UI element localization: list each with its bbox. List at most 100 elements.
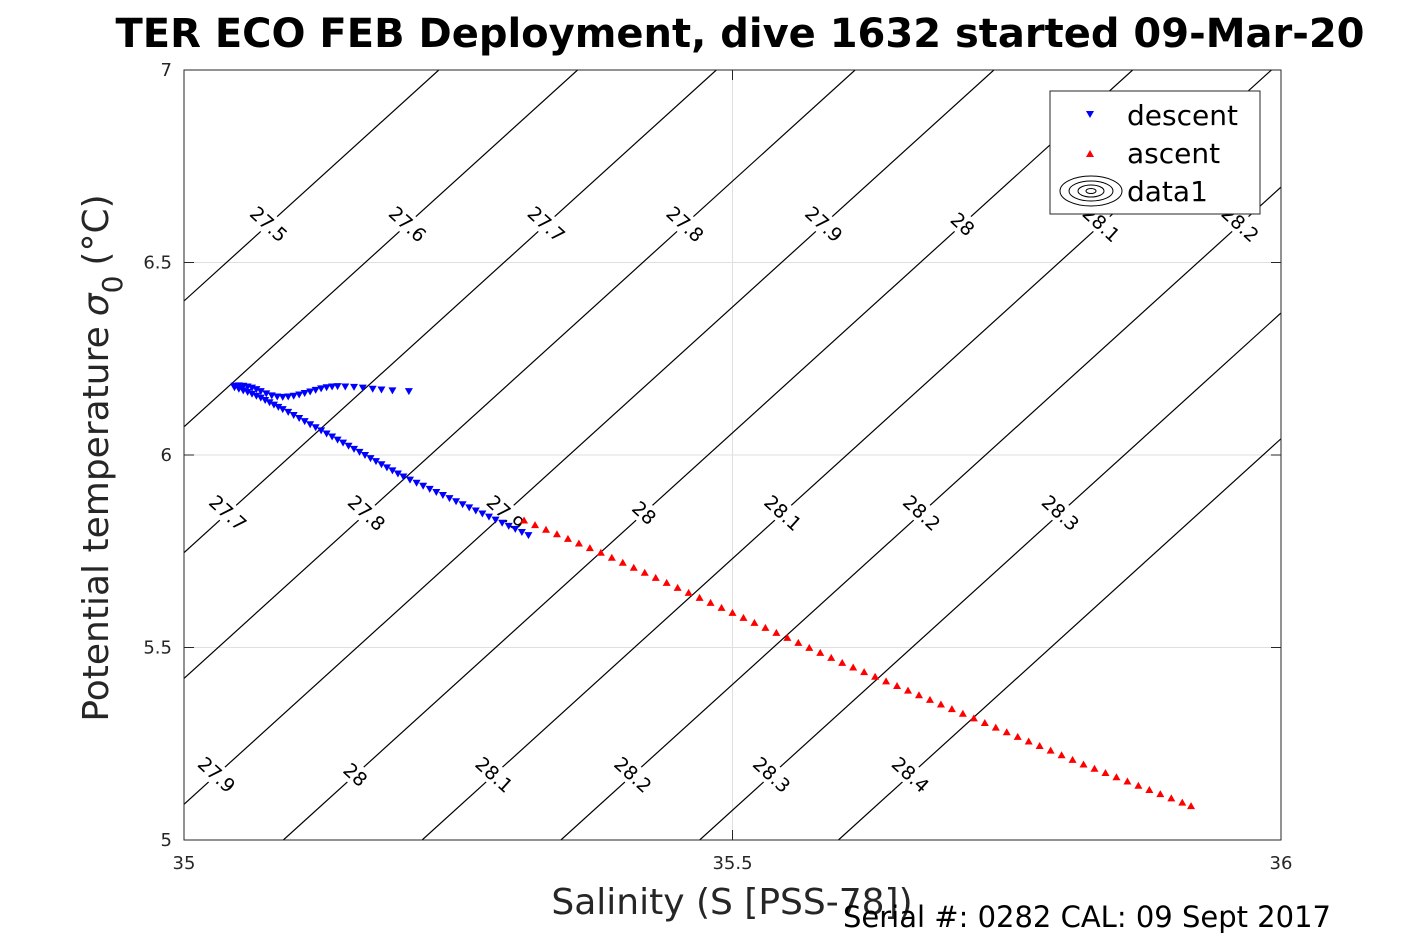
descent-point [471,507,480,515]
ascent-point [1090,764,1099,772]
ascent-point [1079,760,1088,768]
contour-label-bg [664,203,706,245]
descent-point [339,439,348,447]
legend-contour-icon [1059,175,1123,207]
ascent-point [827,653,836,661]
descent-point [269,401,278,409]
contour-label-bg [803,203,845,245]
descent-point [405,476,414,484]
ascent-point [838,658,847,666]
ascent-point [1024,737,1033,745]
descent-point [311,386,320,394]
ascent-point [925,695,934,703]
ascent-point [893,682,902,689]
descent-point [355,448,364,456]
descent-point [344,442,353,450]
contour-label-bg [484,492,527,533]
ascent-point [552,530,561,538]
descent-point [524,532,533,540]
descent-point [517,529,526,536]
descent-point [317,385,326,393]
descent-point [458,501,467,509]
descent-point [243,388,252,396]
ascent-point [871,672,880,680]
ascent-point [542,525,551,533]
descent-point [300,390,309,398]
ascent-point [1167,794,1176,802]
descent-point [333,383,342,391]
descent-point [432,488,441,496]
descent-point [289,411,298,419]
descent-point [504,522,513,530]
ascent-point [706,598,715,606]
descent-point [252,392,261,400]
contour-label-bg [751,754,793,795]
descent-point [419,482,428,490]
contour-label-bg [525,203,568,245]
isopycnal-line [282,70,1134,840]
descent-point [256,388,265,396]
descent-point [262,390,271,398]
legend-descent-label: descent [1127,99,1238,132]
descent-point [404,388,413,396]
descent-point [278,393,287,401]
descent-point [295,415,304,423]
y-tick-label: 6 [161,445,172,466]
ascent-point [980,718,989,726]
ascent-point [1068,755,1077,763]
ascent-point [684,588,693,596]
descent-point [341,383,350,391]
contour-label-bg [889,754,932,795]
y-tick-label: 5.5 [143,638,172,659]
descent-point [393,470,402,478]
ascent-point [531,521,540,529]
descent-point [491,516,500,524]
ascent-point [947,705,956,713]
ascent-point [783,633,792,641]
legend-descent-marker [1086,111,1094,118]
ascent-point [816,648,825,656]
ascent-point [739,613,748,621]
contour-label-bg [942,203,984,245]
descent-point [377,461,386,469]
descent-point [289,392,298,400]
descent-point [295,391,304,399]
ascent-point [772,628,781,636]
contour-label-bg [248,203,290,245]
descent-point [322,430,331,438]
descent-point [284,408,293,416]
ascent-point [1112,773,1121,781]
ascent-point [1101,769,1110,777]
ascent-point [794,638,803,646]
legend-ascent-marker [1086,150,1094,157]
descent-point [498,519,507,527]
ascent-point [1046,746,1055,754]
ascent-point [662,578,671,586]
ascent-point [1145,785,1154,793]
ascent-point [717,603,726,611]
contour-label-bg [612,754,654,795]
isopycnal-line [184,70,578,428]
descent-point [350,383,359,391]
descent-point [317,427,326,435]
ascent-point [761,623,770,631]
descent-point [445,495,454,503]
ascent-point [728,608,737,616]
descent-point [311,424,320,432]
descent-point [438,492,447,500]
isopycnal-line [184,70,440,302]
legend-box [1049,90,1261,215]
y-axis-label-unit: (°C) [76,194,117,265]
ascent-point [607,553,616,561]
ascent-point [520,516,529,524]
isopycnal-line [184,70,856,680]
descent-point [265,399,274,407]
x-tick-label: 35 [173,853,196,874]
ascent-point [563,534,572,542]
ascent-point [629,563,638,571]
descent-point [511,525,520,533]
footer-serial: Serial #: 0282 CAL: 09 Sept 2017 [843,900,1331,934]
contour-label-bg [386,203,429,245]
ascent-point [651,573,660,581]
